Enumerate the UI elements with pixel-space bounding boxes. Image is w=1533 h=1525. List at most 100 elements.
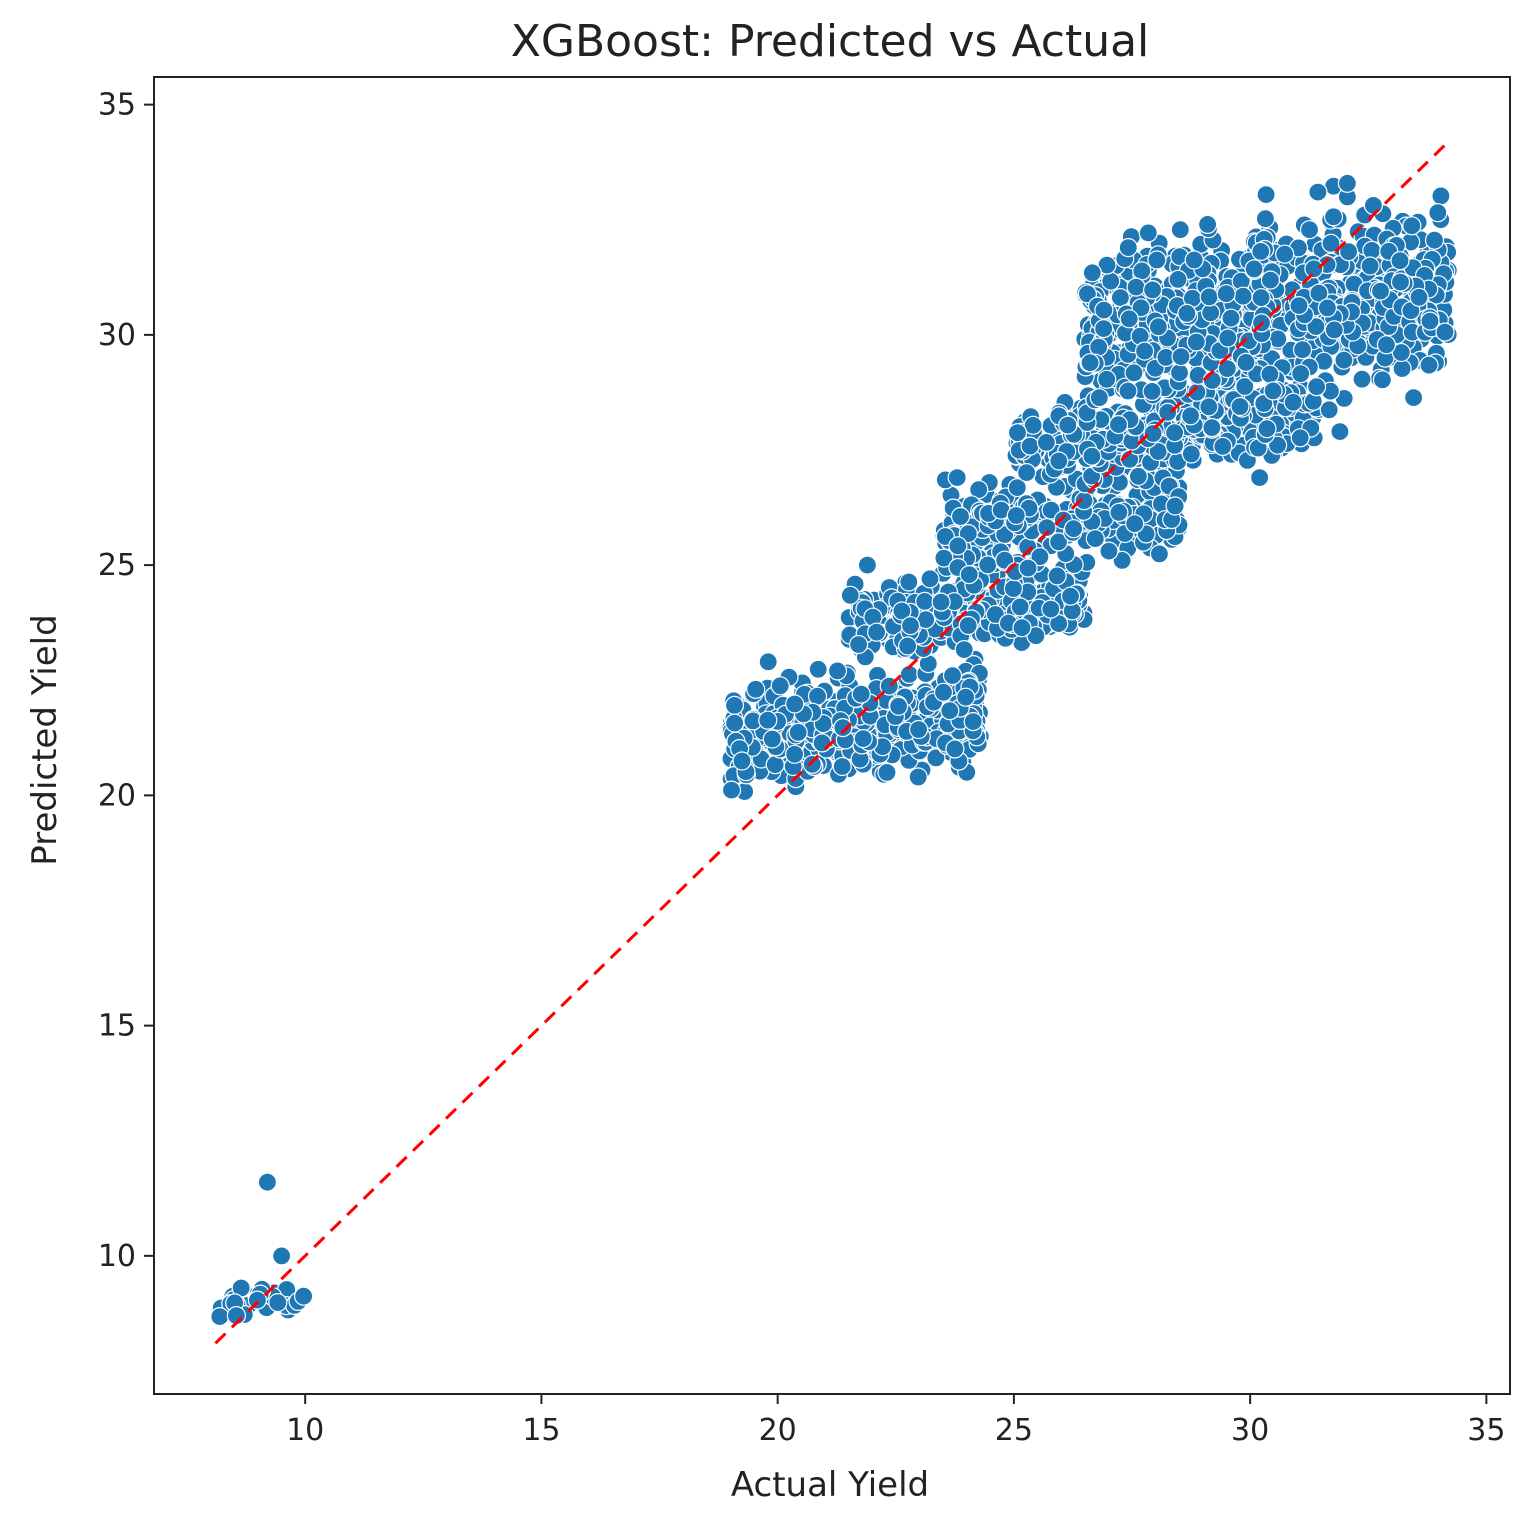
data-point [1319,400,1339,420]
data-point [892,601,912,621]
data-point [947,468,967,488]
data-point [1330,422,1350,442]
y-tick-label: 15 [98,1009,136,1044]
data-point [1006,505,1026,526]
data-point [1218,328,1238,348]
data-point [785,694,805,714]
data-point [1372,370,1393,390]
data-point [732,751,752,771]
data-point [1101,271,1121,291]
data-point [1148,317,1169,337]
data-point [899,572,919,592]
data-point [1306,377,1327,397]
data-point [257,1172,277,1192]
data-point [1080,353,1100,373]
data-point [1131,298,1151,318]
data-point [1047,566,1067,586]
data-point [1267,435,1288,455]
data-point [945,739,965,759]
data-point [802,754,822,774]
data-point [866,622,887,642]
data-point [1304,259,1324,279]
data-point [1323,207,1344,227]
data-point [746,679,766,699]
data-point [1149,544,1170,564]
data-point [1180,406,1201,426]
y-tick-label: 30 [98,318,136,353]
data-point [1049,451,1069,471]
data-point [1164,423,1185,443]
data-point [1119,309,1139,329]
data-point [724,713,745,733]
data-point [1109,502,1129,523]
data-point [959,564,979,585]
data-point [1435,322,1455,342]
data-point [1235,376,1255,397]
data-point [1263,381,1283,401]
data-point [920,569,940,589]
data-point [1338,242,1359,262]
data-point [1074,491,1094,511]
data-point [1124,363,1144,383]
data-point [758,710,778,730]
data-point [808,659,828,679]
data-point [926,748,946,768]
data-point [915,591,935,612]
x-tick-label: 15 [522,1413,560,1448]
data-point [1230,396,1250,417]
data-point [1097,369,1117,389]
data-point [1125,514,1145,534]
data-point [1308,182,1328,202]
data-point [1094,319,1114,339]
data-point [1158,402,1178,422]
data-point [1309,283,1329,303]
data-point [1201,303,1221,323]
x-tick-label: 10 [286,1413,324,1448]
data-point [832,756,852,777]
data-point [1419,355,1439,375]
data-point [1221,308,1241,328]
x-tick-label: 25 [995,1413,1033,1448]
data-point [958,523,978,544]
data-point [1036,432,1057,452]
data-point [1213,436,1233,456]
data-point [853,728,873,749]
data-point [1126,277,1146,297]
data-point [1324,320,1344,340]
data-point [948,536,968,556]
data-point [1099,541,1119,561]
data-point [724,695,745,716]
data-point [1048,532,1069,552]
data-points [210,173,1458,1327]
data-point [721,780,742,800]
data-point [1010,597,1030,617]
data-point [1257,419,1277,439]
data-point [788,722,808,743]
data-point [1290,428,1310,448]
data-point [1390,251,1410,271]
data-point [1138,223,1158,243]
x-tick-label: 30 [1231,1413,1269,1448]
data-point [1094,300,1114,320]
data-point [784,744,805,764]
data-point [1420,311,1440,331]
data-point [1199,287,1219,307]
data-point [1197,214,1218,234]
data-point [1060,586,1081,606]
data-point [1424,230,1445,250]
data-point [1118,381,1138,401]
data-point [1376,335,1397,355]
data-point [1363,195,1384,215]
data-point [1171,347,1191,367]
data-point [1255,209,1276,229]
data-point [1403,388,1424,408]
data-point [1233,286,1253,306]
data-point [1217,359,1237,379]
data-point [1370,281,1391,301]
data-point [1165,496,1185,516]
data-point [1110,288,1131,308]
data-point [1352,369,1372,389]
data-point [1202,418,1222,438]
y-tick-label: 10 [98,1239,136,1274]
data-point [1016,463,1037,483]
